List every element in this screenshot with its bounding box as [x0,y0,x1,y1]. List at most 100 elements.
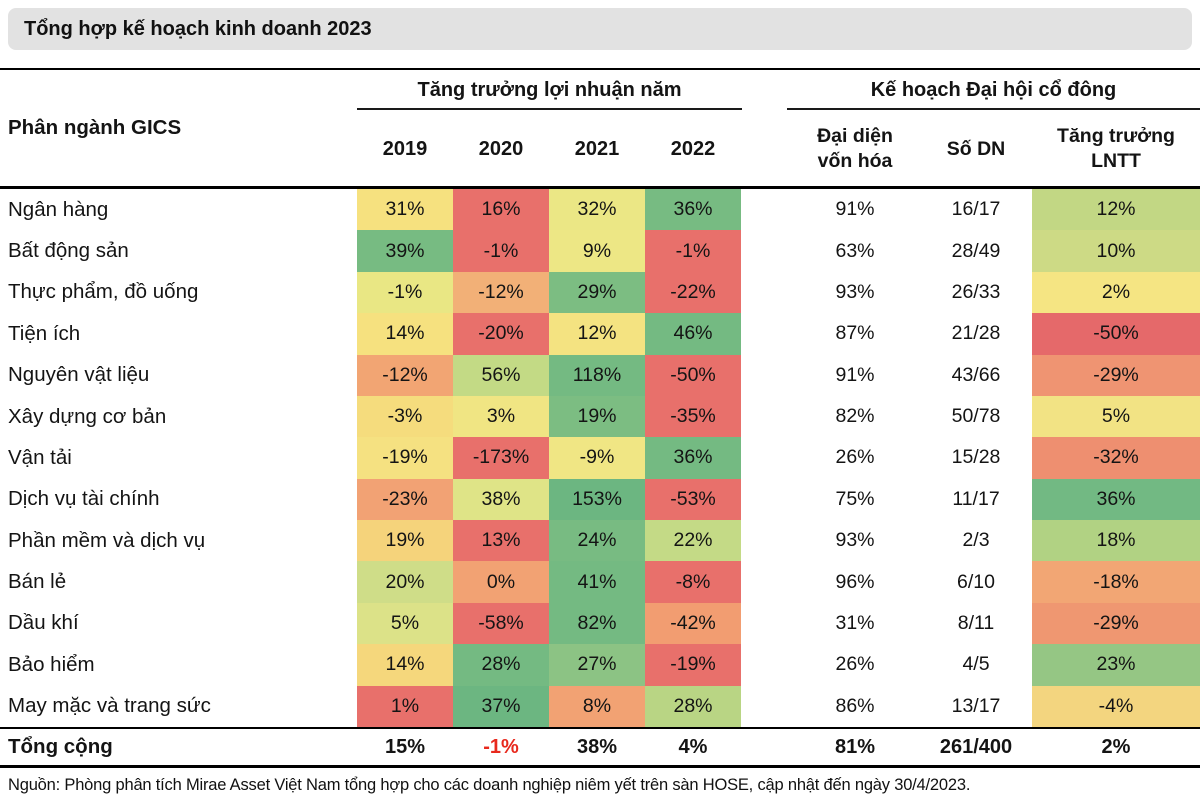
count-cell: 26/33 [951,280,1001,303]
year-cell: -22% [645,271,741,314]
year-cell: 19% [549,395,645,438]
total-growth: 2% [1101,735,1131,758]
year-cell: 14% [357,644,453,686]
year-cell: -19% [357,437,453,479]
year-cell: 16% [453,189,549,231]
total-row: Tổng cộng 15% -1% 38% 4% 81% 261/400 2% [0,727,1200,768]
count-cell: 4/5 [962,653,990,676]
growth-cell: 12% [1032,189,1200,231]
year-cell: 37% [453,685,549,727]
column-gap [741,189,790,231]
table-body: Ngân hàng 31% 16% 32% 36% 91% 16/17 12% … [0,189,1200,727]
column-gap [741,395,790,438]
year-cell: 24% [549,520,645,562]
row-label: Vận tải [8,445,72,469]
table-row: Tiện ích 14% -20% 12% 46% 87% 21/28 -50% [0,313,1200,355]
year-cell: 3% [453,395,549,438]
rep-cell: 26% [835,446,875,469]
year-cell: -53% [645,478,741,520]
row-label: Nguyên vật liệu [8,363,150,387]
year-cell: 29% [549,271,645,314]
year-cell: 28% [453,644,549,686]
row-label: Xây dựng cơ bản [8,404,167,428]
growth-cell: -32% [1032,437,1200,479]
column-gap [741,644,790,686]
count-cell: 43/66 [951,363,1001,386]
column-header-2019: 2019 [382,137,428,160]
rep-cell: 93% [835,280,875,303]
column-gap [741,561,790,603]
growth-cell: -29% [1032,354,1200,396]
year-cell: 32% [549,189,645,231]
year-cell: 1% [357,685,453,727]
year-cell: -19% [645,644,741,686]
row-label: Dầu khí [8,611,79,635]
table-row: Dịch vụ tài chính -23% 38% 153% -53% 75%… [0,478,1200,520]
year-cell: 38% [453,478,549,520]
total-2019: 15% [384,735,426,758]
count-cell: 21/28 [951,322,1001,345]
year-cell: -35% [645,395,741,438]
year-cell: -9% [549,437,645,479]
table-row: Nguyên vật liệu -12% 56% 118% -50% 91% 4… [0,354,1200,396]
year-cell: 118% [549,354,645,396]
year-cell: -12% [357,354,453,396]
row-label: May mặc và trang sức [8,694,211,718]
column-header-company-count: Số DN [946,137,1006,160]
rep-cell: 86% [835,694,875,717]
year-cell: 36% [645,189,741,231]
count-cell: 15/28 [951,446,1001,469]
year-cell: 41% [549,561,645,603]
table-row: Vận tải -19% -173% -9% 36% 26% 15/28 -32… [0,437,1200,479]
rep-cell: 63% [835,239,875,262]
table-header: Phân ngành GICS Tăng trưởng lợi nhuận nă… [0,68,1200,189]
growth-cell: 5% [1032,395,1200,438]
year-cell: 56% [453,354,549,396]
year-cell: 82% [549,602,645,645]
year-cell: 9% [549,230,645,272]
year-cell: -20% [453,313,549,355]
row-label: Bán lẻ [8,570,67,594]
rep-cell: 26% [835,653,875,676]
count-cell: 50/78 [951,405,1001,428]
column-header-2020: 2020 [478,137,524,160]
year-cell: 27% [549,644,645,686]
count-cell: 13/17 [951,694,1001,717]
column-gap [741,354,790,396]
column-header-2021: 2021 [574,137,620,160]
column-gap [741,685,790,727]
title-bar: Tổng hợp kế hoạch kinh doanh 2023 [8,8,1192,50]
row-label: Bảo hiểm [8,652,95,676]
year-cell: -1% [453,230,549,272]
column-header-lntt-growth: Tăng trưởng LNTT [1057,125,1175,172]
year-cell: 13% [453,520,549,562]
table-row: Phần mềm và dịch vụ 19% 13% 24% 22% 93% … [0,520,1200,562]
table-row: Xây dựng cơ bản -3% 3% 19% -35% 82% 50/7… [0,395,1200,438]
table-row: May mặc và trang sức 1% 37% 8% 28% 86% 1… [0,685,1200,727]
year-cell: 14% [357,313,453,355]
total-2022: 4% [678,735,708,758]
rep-cell: 91% [835,198,875,221]
count-cell: 11/17 [952,487,1000,510]
table-row: Thực phẩm, đồ uống -1% -12% 29% -22% 93%… [0,271,1200,314]
year-cell: -1% [357,271,453,314]
table-row: Bán lẻ 20% 0% 41% -8% 96% 6/10 -18% [0,561,1200,603]
column-gap [741,437,790,479]
column-gap [741,729,790,765]
count-cell: 2/3 [962,529,990,552]
column-gap [741,271,790,314]
column-header-gics: Phân ngành GICS [8,116,182,139]
total-2020: -1% [483,735,519,758]
growth-cell: -50% [1032,313,1200,355]
table-row: Ngân hàng 31% 16% 32% 36% 91% 16/17 12% [0,189,1200,231]
page-title: Tổng hợp kế hoạch kinh doanh 2023 [24,17,372,40]
year-cell: 5% [357,602,453,645]
count-cell: 8/11 [957,611,995,634]
year-cell: 31% [357,189,453,231]
table-row: Dầu khí 5% -58% 82% -42% 31% 8/11 -29% [0,602,1200,645]
total-count: 261/400 [939,735,1013,758]
row-label: Thực phẩm, đồ uống [8,280,199,304]
total-2021: 38% [576,735,618,758]
column-header-marketcap-representation: Đại diện vốn hóa [817,125,893,172]
